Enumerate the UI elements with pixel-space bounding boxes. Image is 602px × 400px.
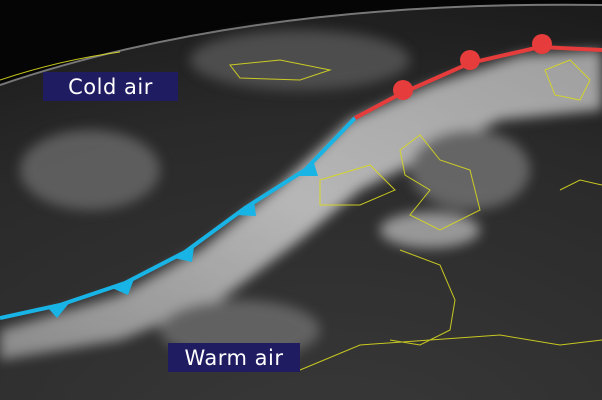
cold-front-triangle xyxy=(236,200,256,216)
cold-front-triangle xyxy=(48,302,70,318)
limb xyxy=(0,3,602,86)
cold-front xyxy=(0,116,357,320)
cold-front-triangle xyxy=(174,246,194,262)
cloud-patch xyxy=(380,212,480,248)
warm-air-label: Warm air xyxy=(168,343,300,372)
warm-front xyxy=(354,34,602,120)
cloud-patch xyxy=(20,130,160,210)
cloud-patch xyxy=(190,30,410,90)
warm-front-semicircle xyxy=(460,50,480,70)
coastlines xyxy=(0,51,602,371)
cloud-band xyxy=(0,50,602,360)
cold-front-triangle xyxy=(112,279,134,295)
cold-front-triangle xyxy=(297,160,318,176)
warm-front-semicircle xyxy=(393,80,413,100)
cold-air-label: Cold air xyxy=(43,72,178,101)
warm-front-semicircle xyxy=(532,34,552,54)
